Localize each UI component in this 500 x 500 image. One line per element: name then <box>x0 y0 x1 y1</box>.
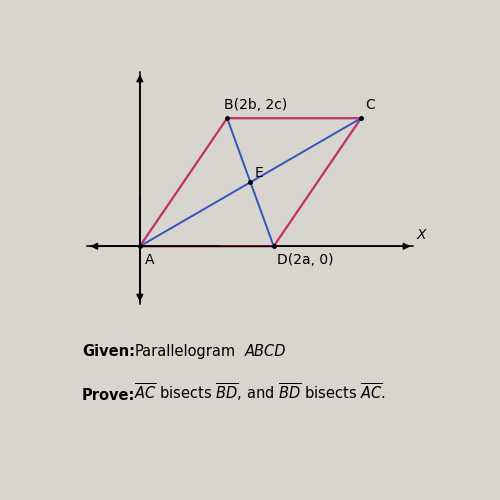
Text: E: E <box>254 166 264 180</box>
Text: Parallelogram: Parallelogram <box>134 344 236 359</box>
Text: B(2b, 2c): B(2b, 2c) <box>224 98 288 112</box>
Text: C: C <box>366 98 376 112</box>
Text: $\overline{AC}$ bisects $\overline{BD}$, and $\overline{BD}$ bisects $\overline{: $\overline{AC}$ bisects $\overline{BD}$,… <box>134 382 386 403</box>
Text: D(2a, 0): D(2a, 0) <box>276 253 333 267</box>
Text: ABCD: ABCD <box>244 344 286 359</box>
Text: X: X <box>416 228 426 242</box>
Text: A: A <box>144 253 154 267</box>
Text: Prove:: Prove: <box>82 388 135 403</box>
Text: Given:: Given: <box>82 344 135 359</box>
